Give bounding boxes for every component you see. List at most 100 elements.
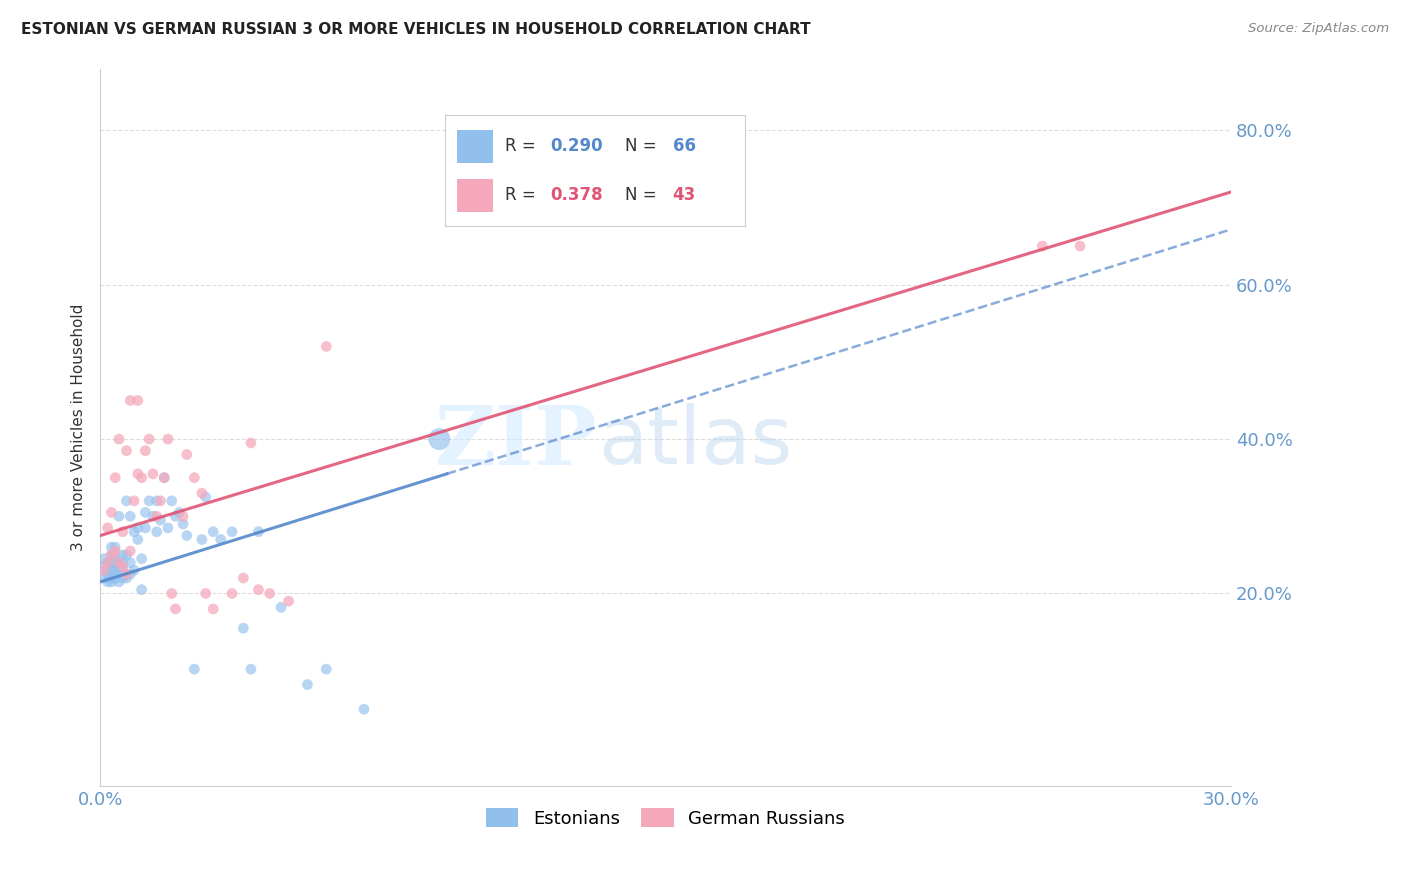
Point	[134, 505, 156, 519]
Point	[97, 567, 120, 582]
Point	[104, 556, 127, 570]
Point	[104, 548, 127, 562]
Point	[115, 548, 138, 562]
Point	[127, 533, 149, 547]
Text: atlas: atlas	[598, 403, 792, 481]
Point	[111, 563, 134, 577]
Point	[1031, 239, 1053, 253]
Point	[97, 574, 120, 589]
Point	[1069, 239, 1091, 253]
Point	[160, 586, 183, 600]
Point	[104, 540, 127, 554]
Point	[176, 528, 198, 542]
Point	[108, 509, 131, 524]
Point	[277, 594, 299, 608]
Point	[122, 563, 145, 577]
Point	[120, 544, 142, 558]
Point	[134, 521, 156, 535]
Point	[108, 432, 131, 446]
Point	[221, 524, 243, 539]
Point	[111, 548, 134, 562]
Point	[165, 509, 187, 524]
Point	[315, 662, 337, 676]
Point	[127, 393, 149, 408]
Point	[100, 574, 122, 589]
Point	[165, 602, 187, 616]
Point	[104, 571, 127, 585]
Point	[138, 493, 160, 508]
Point	[183, 471, 205, 485]
Point	[153, 471, 176, 485]
Point	[142, 509, 165, 524]
Point	[108, 556, 131, 570]
Point	[93, 563, 115, 577]
Point	[427, 432, 450, 446]
Point	[131, 551, 153, 566]
Point	[122, 493, 145, 508]
Point	[97, 563, 120, 577]
Point	[131, 471, 153, 485]
Point	[134, 443, 156, 458]
Point	[115, 567, 138, 582]
Point	[191, 533, 214, 547]
Legend: Estonians, German Russians: Estonians, German Russians	[478, 801, 852, 835]
Point	[111, 556, 134, 570]
Point	[149, 493, 172, 508]
Point	[145, 524, 167, 539]
Point	[100, 548, 122, 562]
Point	[115, 571, 138, 585]
Point	[104, 563, 127, 577]
Point	[108, 574, 131, 589]
Text: ESTONIAN VS GERMAN RUSSIAN 3 OR MORE VEHICLES IN HOUSEHOLD CORRELATION CHART: ESTONIAN VS GERMAN RUSSIAN 3 OR MORE VEH…	[21, 22, 811, 37]
Point	[194, 586, 217, 600]
Point	[153, 471, 176, 485]
Point	[172, 516, 194, 531]
Point	[315, 339, 337, 353]
Point	[221, 586, 243, 600]
Point	[145, 509, 167, 524]
Point	[160, 493, 183, 508]
Point	[100, 505, 122, 519]
Point	[232, 571, 254, 585]
Point	[127, 467, 149, 481]
Point	[183, 662, 205, 676]
Point	[156, 432, 179, 446]
Y-axis label: 3 or more Vehicles in Household: 3 or more Vehicles in Household	[72, 304, 86, 551]
Point	[149, 513, 172, 527]
Point	[194, 490, 217, 504]
Point	[100, 556, 122, 570]
Point	[142, 467, 165, 481]
Point	[111, 524, 134, 539]
Point	[93, 559, 115, 574]
Point	[239, 662, 262, 676]
Point	[93, 571, 115, 585]
Point	[115, 443, 138, 458]
Point	[270, 600, 292, 615]
Point	[131, 582, 153, 597]
Point	[120, 556, 142, 570]
Point	[120, 509, 142, 524]
Point	[104, 544, 127, 558]
Point	[120, 567, 142, 582]
Point	[138, 432, 160, 446]
Point	[127, 521, 149, 535]
Point	[93, 551, 115, 566]
Point	[202, 524, 225, 539]
Point	[353, 702, 375, 716]
Point	[191, 486, 214, 500]
Point	[108, 556, 131, 570]
Point	[172, 509, 194, 524]
Point	[247, 524, 270, 539]
Point	[111, 559, 134, 574]
Point	[145, 493, 167, 508]
Point	[100, 571, 122, 585]
Point	[247, 582, 270, 597]
Point	[176, 448, 198, 462]
Point	[100, 548, 122, 562]
Text: ZIP: ZIP	[434, 402, 598, 482]
Point	[239, 436, 262, 450]
Point	[97, 556, 120, 570]
Point	[297, 677, 319, 691]
Point	[111, 571, 134, 585]
Point	[115, 493, 138, 508]
